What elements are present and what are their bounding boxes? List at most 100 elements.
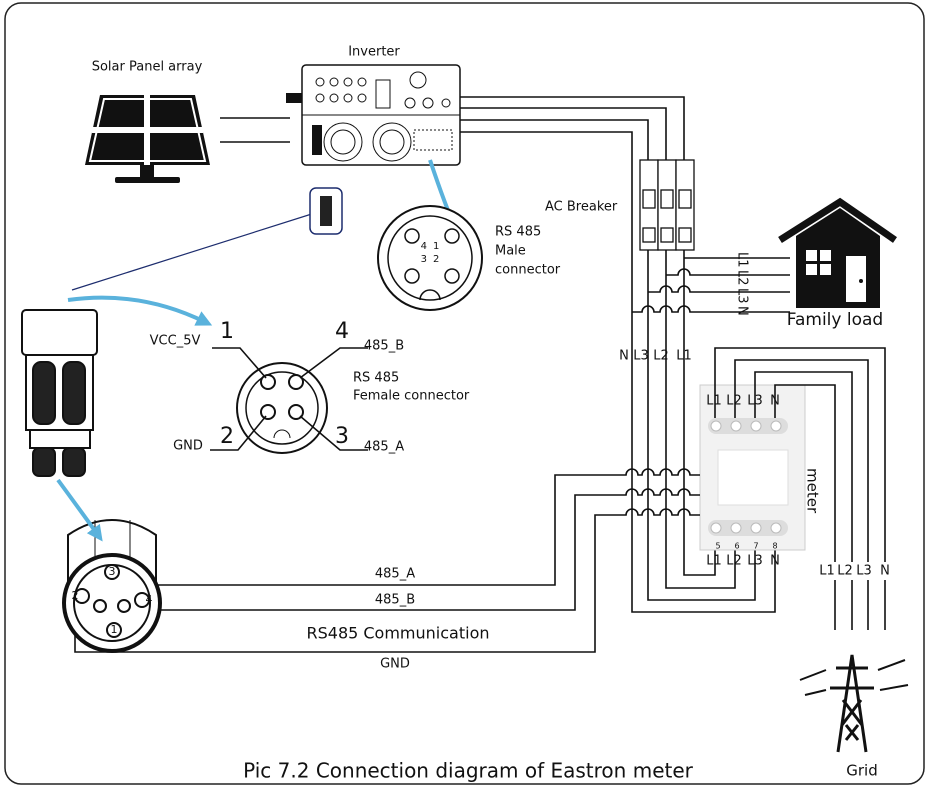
pin-signal: GND <box>173 439 203 454</box>
meter-terminal: 8 <box>772 542 777 551</box>
body: Solar Panel array Inverter AC Breaker N … <box>0 0 930 788</box>
grid-phase: L3 <box>856 564 872 579</box>
round-connector <box>94 600 106 612</box>
pin-number: 4 <box>421 241 427 252</box>
inverter <box>286 93 302 103</box>
pin-number: 1 <box>111 623 118 636</box>
meter-terminal: 5 <box>715 542 720 551</box>
page: Eastron meter connection diagram {"capti… <box>0 0 930 788</box>
phase-label: L1 <box>676 349 692 364</box>
plug <box>63 362 85 424</box>
house <box>820 264 831 275</box>
pin-number: 1 <box>433 241 439 252</box>
male-connector <box>445 229 459 243</box>
pin-signal: 485_B <box>364 339 404 354</box>
pin-number: 3 <box>109 565 116 578</box>
small-plug-icon <box>320 196 332 226</box>
meter <box>718 450 788 505</box>
load-phase: L2 <box>735 270 750 286</box>
caption: Pic 7.2 Connection diagram of Eastron me… <box>243 759 694 783</box>
pin-number: 2 <box>72 589 79 602</box>
male-connector <box>405 229 419 243</box>
phase-label: L3 <box>633 349 649 364</box>
meter-terminal: 7 <box>753 542 758 551</box>
male-connector <box>388 216 472 300</box>
connector-label: RS 485 <box>495 225 541 240</box>
inverter <box>312 125 322 155</box>
meter <box>751 421 761 431</box>
connector-label: Female connector <box>353 389 470 404</box>
meter-output: N <box>770 554 780 569</box>
female-connector <box>246 372 318 444</box>
meter <box>751 523 761 533</box>
wire-label: 485_B <box>375 593 415 608</box>
pin-number: 3 <box>421 254 427 265</box>
ac-breaker <box>679 228 691 242</box>
load-phase: L3 <box>735 288 750 304</box>
plug <box>63 448 85 476</box>
meter-output: L1 <box>706 554 722 569</box>
pin-number: 4 <box>335 319 349 344</box>
house <box>806 250 817 261</box>
ac-breaker <box>679 190 691 208</box>
comm-label: RS485 Communication <box>306 624 489 643</box>
plug <box>33 362 55 424</box>
female-connector <box>261 375 275 389</box>
pin-number: 1 <box>220 319 234 344</box>
ac-breaker <box>661 190 673 208</box>
round-connector <box>118 600 130 612</box>
meter <box>711 523 721 533</box>
diagram: Solar Panel array Inverter AC Breaker N … <box>0 0 930 788</box>
meter <box>771 523 781 533</box>
house <box>846 256 866 302</box>
pin-signal: 485_A <box>364 440 404 455</box>
pin-signal: VCC_5V <box>150 334 201 349</box>
meter-input: L1 <box>706 394 722 409</box>
connector-label: Male <box>495 244 526 259</box>
plug <box>33 448 55 476</box>
male-connector <box>405 269 419 283</box>
grid-phase: L2 <box>837 564 853 579</box>
female-connector <box>261 405 275 419</box>
meter <box>731 421 741 431</box>
inverter-label: Inverter <box>348 45 400 60</box>
house <box>859 279 863 283</box>
meter <box>711 421 721 431</box>
ac-breaker <box>640 160 694 250</box>
breaker-label: AC Breaker <box>545 200 618 215</box>
load-phase: N <box>735 306 750 316</box>
meter <box>771 421 781 431</box>
meter-output: L3 <box>747 554 763 569</box>
phase-label: L2 <box>653 349 669 364</box>
wire-label: 485_A <box>375 567 415 582</box>
wire-label: GND <box>380 657 410 672</box>
meter-terminal: 6 <box>734 542 739 551</box>
solar-panel <box>115 177 180 183</box>
solar-label: Solar Panel array <box>92 60 203 75</box>
male-connector <box>378 206 482 310</box>
house <box>806 264 817 275</box>
pin-number: 3 <box>335 424 349 449</box>
connector-label: connector <box>495 263 561 278</box>
connector-label: RS 485 <box>353 371 399 386</box>
ac-breaker <box>661 228 673 242</box>
small-plug-icon <box>310 188 342 234</box>
phase-label: N <box>619 349 629 364</box>
ac-breaker <box>643 190 655 208</box>
pin-number: 4 <box>146 593 153 606</box>
meter-input: L2 <box>726 394 742 409</box>
meter <box>731 523 741 533</box>
grid-label: Grid <box>846 762 877 780</box>
pin-number: 2 <box>220 424 234 449</box>
load-label: Family load <box>787 310 883 330</box>
grid-phase: N <box>880 564 890 579</box>
load-phase: L1 <box>735 252 750 268</box>
meter-label: meter <box>804 468 822 514</box>
grid-phase: L1 <box>819 564 835 579</box>
ac-breaker <box>643 228 655 242</box>
plug <box>22 310 97 355</box>
plug <box>30 430 90 448</box>
pin-number: 2 <box>433 254 439 265</box>
male-connector <box>445 269 459 283</box>
meter-output: L2 <box>726 554 742 569</box>
